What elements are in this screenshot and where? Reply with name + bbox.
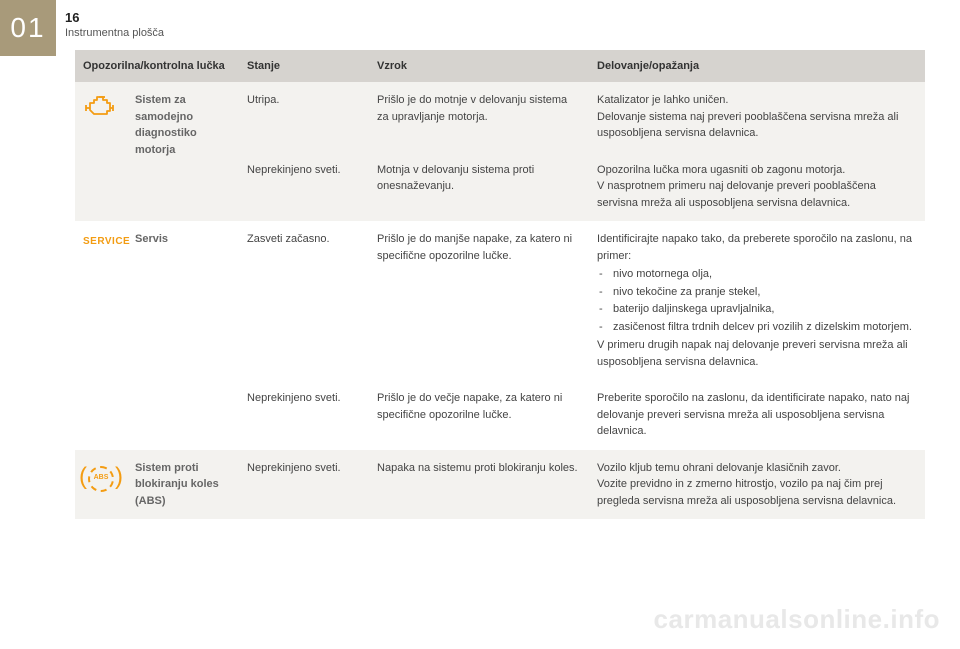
action-intro: Identificirajte napako tako, da preberet… bbox=[597, 231, 917, 264]
col-header-indicator: Opozorilna/kontrolna lučka bbox=[75, 50, 239, 82]
action-list-item: nivo tekočine za pranje stekel, bbox=[597, 284, 917, 301]
action-outro: V primeru drugih napak naj delovanje pre… bbox=[597, 337, 917, 370]
chapter-number: 01 bbox=[10, 12, 45, 44]
state-cell: Neprekinjeno sveti. bbox=[239, 152, 369, 222]
abs-icon-label: ABS bbox=[94, 473, 109, 484]
warning-lights-table: Opozorilna/kontrolna lučka Stanje Vzrok … bbox=[75, 50, 925, 519]
indicator-icon-cell bbox=[75, 82, 127, 221]
abs-icon: ( ABS ) bbox=[84, 462, 118, 496]
indicator-name: Servis bbox=[127, 221, 239, 450]
action-cell: Vozilo kljub temu ohrani delovanje klasi… bbox=[589, 450, 925, 520]
action-list-item: baterijo daljinskega upravljalnika, bbox=[597, 301, 917, 318]
action-list: nivo motornega olja, nivo tekočine za pr… bbox=[597, 266, 917, 335]
action-cell: Identificirajte napako tako, da preberet… bbox=[589, 221, 925, 380]
chapter-badge: 01 bbox=[0, 0, 56, 56]
table-header-row: Opozorilna/kontrolna lučka Stanje Vzrok … bbox=[75, 50, 925, 82]
page-title: Instrumentna plošča bbox=[65, 27, 164, 39]
table-row: ( ABS ) Sistem proti blokiranju koles (A… bbox=[75, 450, 925, 520]
cause-cell: Prišlo je do manjše napake, za katero ni… bbox=[369, 221, 589, 380]
state-cell: Utripa. bbox=[239, 82, 369, 152]
service-icon: SERVICE bbox=[83, 236, 130, 247]
action-list-item: nivo motornega olja, bbox=[597, 266, 917, 283]
cause-cell: Motnja v delovanju sistema proti onesnaž… bbox=[369, 152, 589, 222]
page-header: 16 Instrumentna plošča bbox=[65, 10, 164, 39]
table-row: SERVICE Servis Zasveti začasno. Prišlo j… bbox=[75, 221, 925, 380]
action-cell: Opozorilna lučka mora ugasniti ob zagonu… bbox=[589, 152, 925, 222]
indicator-icon-cell: SERVICE bbox=[75, 221, 127, 450]
table-row: Sistem za samodejno diagnostiko motorja … bbox=[75, 82, 925, 152]
col-header-action: Delovanje/opažanja bbox=[589, 50, 925, 82]
col-header-state: Stanje bbox=[239, 50, 369, 82]
action-cell: Preberite sporočilo na zaslonu, da ident… bbox=[589, 380, 925, 450]
cause-cell: Napaka na sistemu proti blokiranju koles… bbox=[369, 450, 589, 520]
engine-icon bbox=[84, 94, 118, 126]
cause-cell: Prišlo je do motnje v delovanju sistema … bbox=[369, 82, 589, 152]
state-cell: Neprekinjeno sveti. bbox=[239, 380, 369, 450]
page-number: 16 bbox=[65, 10, 164, 25]
indicator-icon-cell: ( ABS ) bbox=[75, 450, 127, 520]
state-cell: Zasveti začasno. bbox=[239, 221, 369, 380]
action-list-item: zasičenost filtra trdnih delcev pri vozi… bbox=[597, 319, 917, 336]
action-cell: Katalizator je lahko uničen. Delovanje s… bbox=[589, 82, 925, 152]
indicator-name: Sistem proti blokiranju koles (ABS) bbox=[127, 450, 239, 520]
cause-cell: Prišlo je do večje napake, za katero ni … bbox=[369, 380, 589, 450]
indicator-name: Sistem za samodejno diagnostiko motorja bbox=[127, 82, 239, 221]
col-header-cause: Vzrok bbox=[369, 50, 589, 82]
watermark: carmanualsonline.info bbox=[654, 604, 940, 635]
state-cell: Neprekinjeno sveti. bbox=[239, 450, 369, 520]
